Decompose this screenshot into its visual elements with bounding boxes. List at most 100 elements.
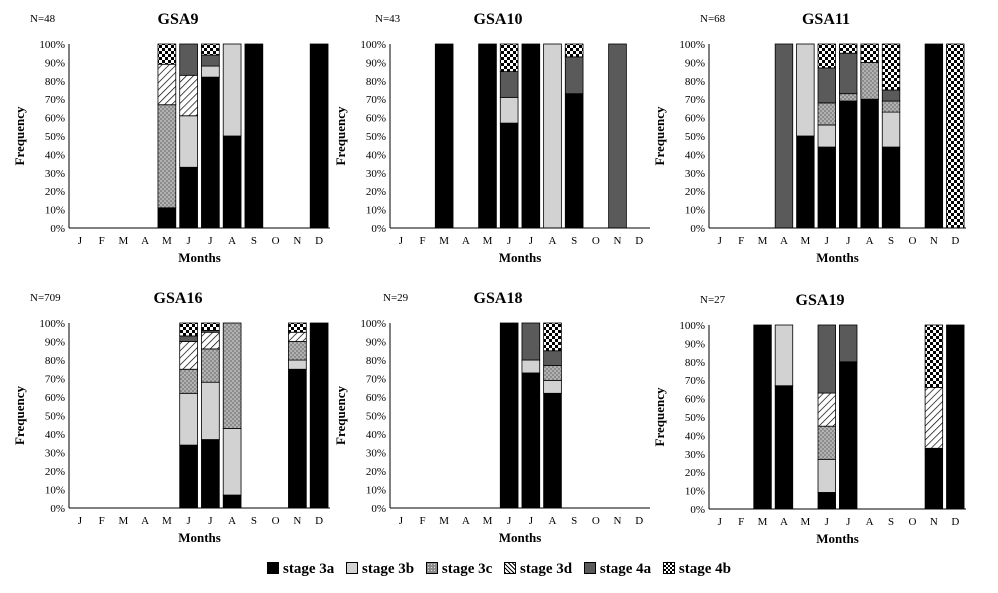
bar-segment-stage-4a: [521, 322, 541, 361]
bar-segment-stage-3b: [499, 96, 519, 124]
x-tick-label: J: [529, 515, 534, 527]
x-tick-label: D: [635, 515, 643, 527]
x-tick-label: A: [462, 515, 470, 527]
bar-segment-stage-4b: [288, 322, 307, 333]
bar-segment-stage-3a: [564, 93, 584, 229]
bar-segment-stage-3b: [201, 381, 220, 440]
bar-segment-stage-3a: [774, 385, 794, 510]
bar-segment-stage-3a: [222, 135, 242, 229]
bar-segment-stage-3c: [860, 62, 879, 100]
bar-segment-stage-4b: [564, 43, 584, 58]
x-tick-label: A: [866, 235, 874, 247]
bar-segment-stage-3a: [817, 492, 836, 510]
legend-label-stage-4b: stage 4b: [678, 561, 731, 577]
x-tick-label: N: [614, 235, 622, 247]
x-tick-label: M: [800, 235, 810, 247]
x-tick-label: J: [208, 515, 213, 527]
y-tick-label: 60%: [45, 392, 65, 404]
legend-label-stage-3d: stage 3d: [520, 561, 573, 577]
x-tick-label: J: [78, 515, 83, 527]
n-label: N=43: [375, 13, 401, 25]
n-label: N=27: [700, 294, 726, 306]
bar-segment-stage-3b: [796, 43, 815, 137]
x-tick-label: J: [846, 235, 851, 247]
bar-segment-stage-3a: [924, 43, 944, 229]
y-tick-label: 20%: [685, 186, 705, 198]
chart-title: GSA11: [802, 11, 850, 28]
y-tick-label: 90%: [366, 337, 386, 349]
bar-segment-stage-3a: [839, 361, 858, 510]
bar-segment-stage-3c: [179, 368, 198, 394]
x-tick-label: A: [866, 516, 874, 528]
bar-segment-stage-4b: [157, 43, 177, 65]
bar-segment-stage-4b: [860, 43, 879, 63]
y-tick-label: 90%: [45, 57, 65, 69]
x-tick-label: J: [186, 235, 191, 247]
x-tick-label: D: [635, 235, 643, 247]
bar-segment-stage-3c: [817, 102, 836, 126]
y-tick-label: 30%: [366, 168, 386, 180]
bar-segment-stage-3c: [881, 100, 901, 113]
y-tick-label: 60%: [685, 394, 705, 406]
chart-title: GSA19: [796, 292, 845, 309]
bar-segment-stage-3a: [946, 324, 965, 510]
y-tick-label: 70%: [366, 94, 386, 106]
x-tick-label: J: [507, 515, 512, 527]
bar-segment-stage-4b: [881, 43, 901, 91]
x-tick-label: D: [315, 235, 323, 247]
y-tick-label: 60%: [366, 113, 386, 125]
x-tick-label: F: [738, 516, 744, 528]
x-tick-label: S: [571, 235, 577, 247]
y-tick-label: 0%: [371, 223, 386, 235]
x-tick-label: D: [951, 516, 959, 528]
y-tick-label: 80%: [366, 355, 386, 367]
y-tick-label: 30%: [45, 168, 65, 180]
bar-segment-stage-3a: [881, 146, 901, 229]
y-tick-label: 20%: [45, 466, 65, 478]
x-tick-label: J: [825, 235, 830, 247]
bar-segment-stage-3d: [817, 392, 836, 427]
y-tick-label: 0%: [50, 223, 65, 235]
bar-segment-stage-4a: [499, 71, 519, 98]
chart-title: GSA9: [158, 11, 199, 28]
bar-segment-stage-3d: [288, 331, 307, 342]
bar-segment-stage-3c: [201, 348, 220, 383]
y-tick-label: 70%: [366, 374, 386, 386]
chart-panel-gsa9: N=48 GSA9 0% 10% 20% 30% 40% 50% 60% 70% 80% 90% 100…: [12, 11, 330, 265]
bar-segment-stage-3a: [222, 494, 242, 509]
y-tick-label: 0%: [690, 504, 705, 516]
x-tick-label: A: [141, 515, 149, 527]
x-tick-label: J: [186, 515, 191, 527]
y-tick-label: 80%: [45, 355, 65, 367]
x-tick-label: A: [780, 516, 788, 528]
legend-swatch-stage-4a: [583, 562, 596, 574]
bar-segment-stage-3a: [157, 207, 177, 229]
x-tick-label: M: [439, 515, 449, 527]
y-tick-label: 60%: [366, 392, 386, 404]
bar-segment-stage-3a: [434, 43, 454, 229]
y-tick-label: 90%: [685, 57, 705, 69]
y-tick-label: 10%: [45, 485, 65, 497]
chart-title: GSA16: [154, 290, 203, 307]
x-tick-label: D: [951, 235, 959, 247]
bar-segment-stage-3a: [201, 76, 220, 229]
legend-item-stage-3b: stage 3b: [346, 561, 414, 578]
x-axis-title: Months: [178, 530, 221, 545]
x-tick-label: J: [399, 235, 404, 247]
chart-panel-gsa16: N=709 GSA16 0% 10% 20% 30% 40% 50% 60% 70% 80% 90% 1…: [12, 290, 330, 545]
bar-segment-stage-4a: [179, 43, 198, 76]
bar-segment-stage-3a: [499, 322, 519, 509]
x-tick-label: A: [549, 515, 557, 527]
y-tick-label: 30%: [685, 168, 705, 180]
n-label: N=48: [30, 13, 56, 25]
y-tick-label: 80%: [685, 357, 705, 369]
bar-segment-stage-4b: [201, 43, 220, 56]
x-tick-label: O: [908, 235, 916, 247]
bar-segment-stage-4a: [817, 324, 836, 394]
legend-swatch-stage-3a: [267, 562, 280, 574]
legend-item-stage-3a: stage 3a: [267, 561, 334, 578]
y-tick-label: 50%: [366, 411, 386, 423]
x-tick-label: M: [758, 516, 768, 528]
bar-segment-stage-4b: [179, 322, 198, 337]
y-tick-label: 30%: [366, 448, 386, 460]
